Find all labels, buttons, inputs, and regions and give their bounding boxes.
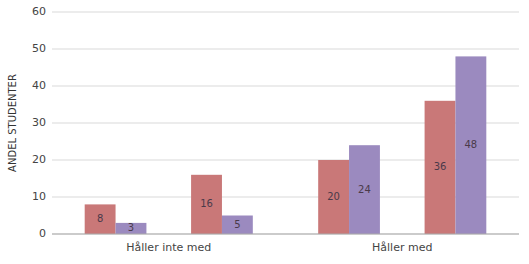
y-axis-label: ANDEL STUDENTER	[7, 74, 18, 172]
bar	[349, 145, 380, 234]
data-label: 20	[327, 191, 340, 202]
data-label: 3	[128, 222, 134, 233]
y-tick-label: 30	[32, 116, 46, 129]
y-tick-label: 60	[32, 5, 46, 18]
y-tick-label: 10	[32, 190, 46, 203]
grid-line	[52, 12, 519, 13]
y-tick-label: 40	[32, 79, 46, 92]
bar	[455, 56, 486, 234]
x-tick-label: Håller med	[372, 241, 432, 254]
data-label: 5	[234, 219, 240, 230]
grid	[52, 12, 519, 234]
bar	[85, 204, 116, 234]
bar	[318, 160, 349, 234]
grid-line	[52, 234, 519, 235]
bar	[222, 216, 253, 235]
bar	[116, 223, 147, 234]
chart-container: 0 10 20 30 40 50 60 ANDEL STUDENTER 8 3 16 5 20 24 36 4…	[0, 0, 529, 264]
data-label: 16	[200, 198, 213, 209]
y-tick-label: 50	[32, 42, 46, 55]
x-axis-line	[52, 234, 519, 235]
data-label: 8	[97, 213, 103, 224]
grid-line	[52, 49, 519, 50]
bar	[425, 101, 456, 234]
grid-line	[52, 86, 519, 87]
y-tick-label: 20	[32, 153, 46, 166]
data-labels: 8 3 16 5 20 24 36 48	[97, 139, 477, 233]
chart-svg: 0 10 20 30 40 50 60 ANDEL STUDENTER 8 3 16 5 20 24 36 4…	[0, 0, 529, 264]
data-label: 24	[358, 184, 371, 195]
data-label: 48	[465, 139, 478, 150]
bar	[191, 175, 222, 234]
x-tick-label: Håller inte med	[126, 241, 211, 254]
data-label: 36	[434, 161, 447, 172]
bars	[85, 56, 487, 234]
y-tick-label: 0	[39, 227, 46, 240]
